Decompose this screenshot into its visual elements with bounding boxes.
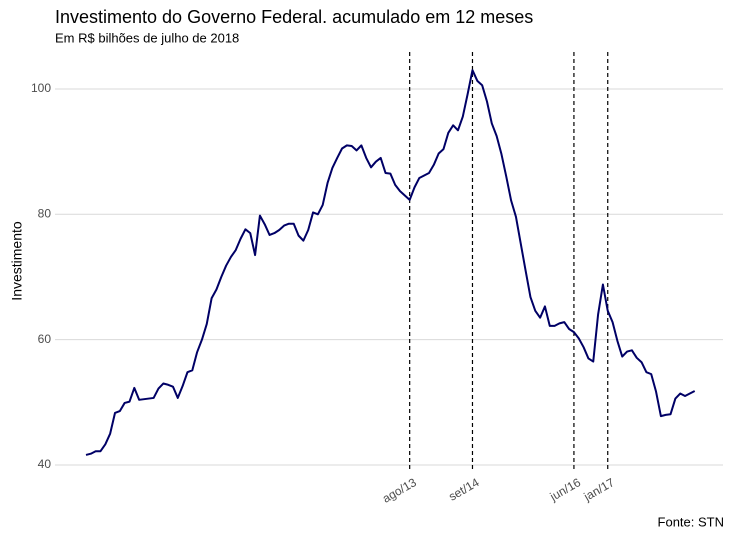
y-tick-label: 60 [38, 332, 52, 346]
x-tick-label: set/14 [446, 475, 482, 504]
data-line [85, 69, 696, 456]
x-tick-label: jan/17 [581, 475, 617, 504]
chart-title: Investimento do Governo Federal. acumula… [55, 7, 533, 27]
y-tick-label: 40 [38, 457, 52, 471]
y-axis-label: Investimento [9, 221, 25, 301]
y-tick-label: 100 [31, 81, 51, 95]
x-tick-label: jun/16 [547, 475, 583, 504]
chart-subtitle: Em R$ bilhões de julho de 2018 [55, 30, 239, 45]
x-tick-label: ago/13 [380, 475, 419, 506]
y-tick-label: 80 [38, 206, 52, 220]
caption: Fonte: STN [658, 514, 724, 529]
